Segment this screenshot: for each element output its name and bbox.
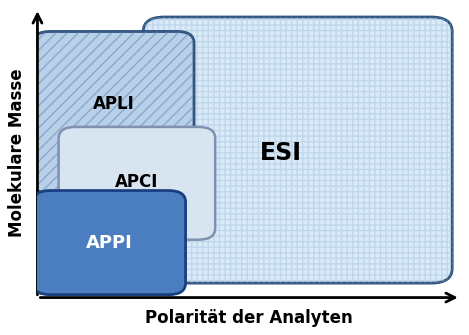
FancyBboxPatch shape [59,127,215,240]
X-axis label: Polarität der Analyten: Polarität der Analyten [145,309,353,327]
Text: APPI: APPI [86,233,133,252]
FancyBboxPatch shape [33,191,186,295]
FancyBboxPatch shape [33,31,194,193]
Text: ESI: ESI [260,141,302,165]
Text: APLI: APLI [93,95,135,113]
FancyBboxPatch shape [143,17,452,283]
Text: APCI: APCI [115,173,159,191]
Y-axis label: Molekulare Masse: Molekulare Masse [8,69,26,237]
